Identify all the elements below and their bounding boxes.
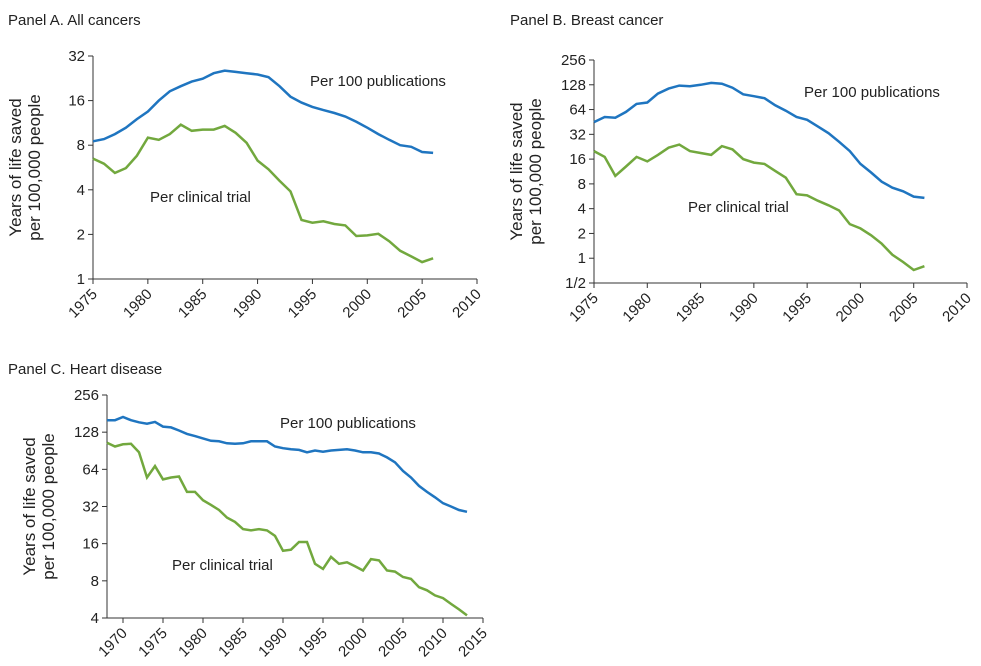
y-axis-label: Years of life saved xyxy=(6,98,25,236)
x-tick-label: 1990 xyxy=(726,290,762,326)
y-tick-label: 4 xyxy=(91,610,99,627)
x-tick-label: 2010 xyxy=(449,286,485,322)
y-axis-label: per 100,000 people xyxy=(526,98,545,245)
x-tick-label: 2000 xyxy=(335,625,371,661)
y-tick-label: 32 xyxy=(82,499,99,516)
series-line xyxy=(593,143,925,272)
x-tick-label: 1975 xyxy=(135,625,171,661)
x-tick-label: 2005 xyxy=(886,290,922,326)
series-line xyxy=(106,441,468,617)
x-tick-label: 1980 xyxy=(175,625,211,661)
y-axis-label: per 100,000 people xyxy=(39,433,58,580)
series-line xyxy=(92,123,434,264)
y-tick-label: 16 xyxy=(68,93,85,110)
series-line xyxy=(593,81,925,200)
y-tick-label: 64 xyxy=(82,461,99,478)
x-tick-label: 1995 xyxy=(285,286,321,322)
x-tick-label: 1995 xyxy=(779,290,815,326)
panel-title: Panel A. All cancers xyxy=(8,12,141,29)
x-tick-label: 2015 xyxy=(455,625,491,661)
x-tick-label: 1995 xyxy=(295,625,331,661)
y-tick-label: 16 xyxy=(82,536,99,553)
y-tick-label: 128 xyxy=(74,424,99,441)
series-line xyxy=(107,415,468,514)
series-label: Per clinical trial xyxy=(150,189,251,206)
y-tick-label: 8 xyxy=(578,176,586,193)
x-tick-label: 2010 xyxy=(939,290,975,326)
x-tick-label: 1975 xyxy=(65,286,101,322)
y-tick-label: 1 xyxy=(77,271,85,288)
panel-title: Panel B. Breast cancer xyxy=(510,12,663,29)
x-tick-label: 1980 xyxy=(619,290,655,326)
y-tick-label: 1 xyxy=(578,250,586,267)
y-tick-label: 32 xyxy=(68,48,85,65)
y-axis-label: Years of life saved xyxy=(20,437,39,575)
y-tick-label: 128 xyxy=(561,77,586,94)
x-tick-label: 1990 xyxy=(230,286,266,322)
y-axis-label: Years of life saved xyxy=(507,102,526,240)
x-tick-label: 2005 xyxy=(394,286,430,322)
x-tick-label: 1985 xyxy=(673,290,709,326)
y-tick-label: 64 xyxy=(569,102,586,119)
x-tick-label: 1970 xyxy=(95,625,131,661)
y-tick-label: 256 xyxy=(561,52,586,69)
series-line xyxy=(92,69,434,155)
series-label: Per clinical trial xyxy=(172,557,273,574)
y-tick-label: 32 xyxy=(569,126,586,143)
y-axis-label: per 100,000 people xyxy=(25,94,44,241)
y-tick-label: 4 xyxy=(578,201,586,218)
y-tick-label: 2 xyxy=(77,226,85,243)
y-tick-label: 4 xyxy=(77,182,85,199)
series-label: Per 100 publications xyxy=(804,84,940,101)
x-tick-label: 2000 xyxy=(833,290,869,326)
x-tick-label: 1990 xyxy=(255,625,291,661)
y-tick-label: 1/2 xyxy=(565,275,586,292)
y-tick-label: 8 xyxy=(77,137,85,154)
x-tick-label: 2010 xyxy=(415,625,451,661)
series-label: Per clinical trial xyxy=(688,199,789,216)
x-tick-label: 1980 xyxy=(120,286,156,322)
x-tick-label: 1975 xyxy=(566,290,602,326)
y-tick-label: 2 xyxy=(578,225,586,242)
panel-title: Panel C. Heart disease xyxy=(8,361,162,378)
x-tick-label: 1985 xyxy=(215,625,251,661)
x-tick-label: 2000 xyxy=(339,286,375,322)
x-tick-label: 1985 xyxy=(175,286,211,322)
series-label: Per 100 publications xyxy=(310,73,446,90)
x-tick-label: 2005 xyxy=(375,625,411,661)
y-tick-label: 256 xyxy=(74,387,99,404)
y-tick-label: 16 xyxy=(569,151,586,168)
y-tick-label: 8 xyxy=(91,573,99,590)
series-label: Per 100 publications xyxy=(280,415,416,432)
